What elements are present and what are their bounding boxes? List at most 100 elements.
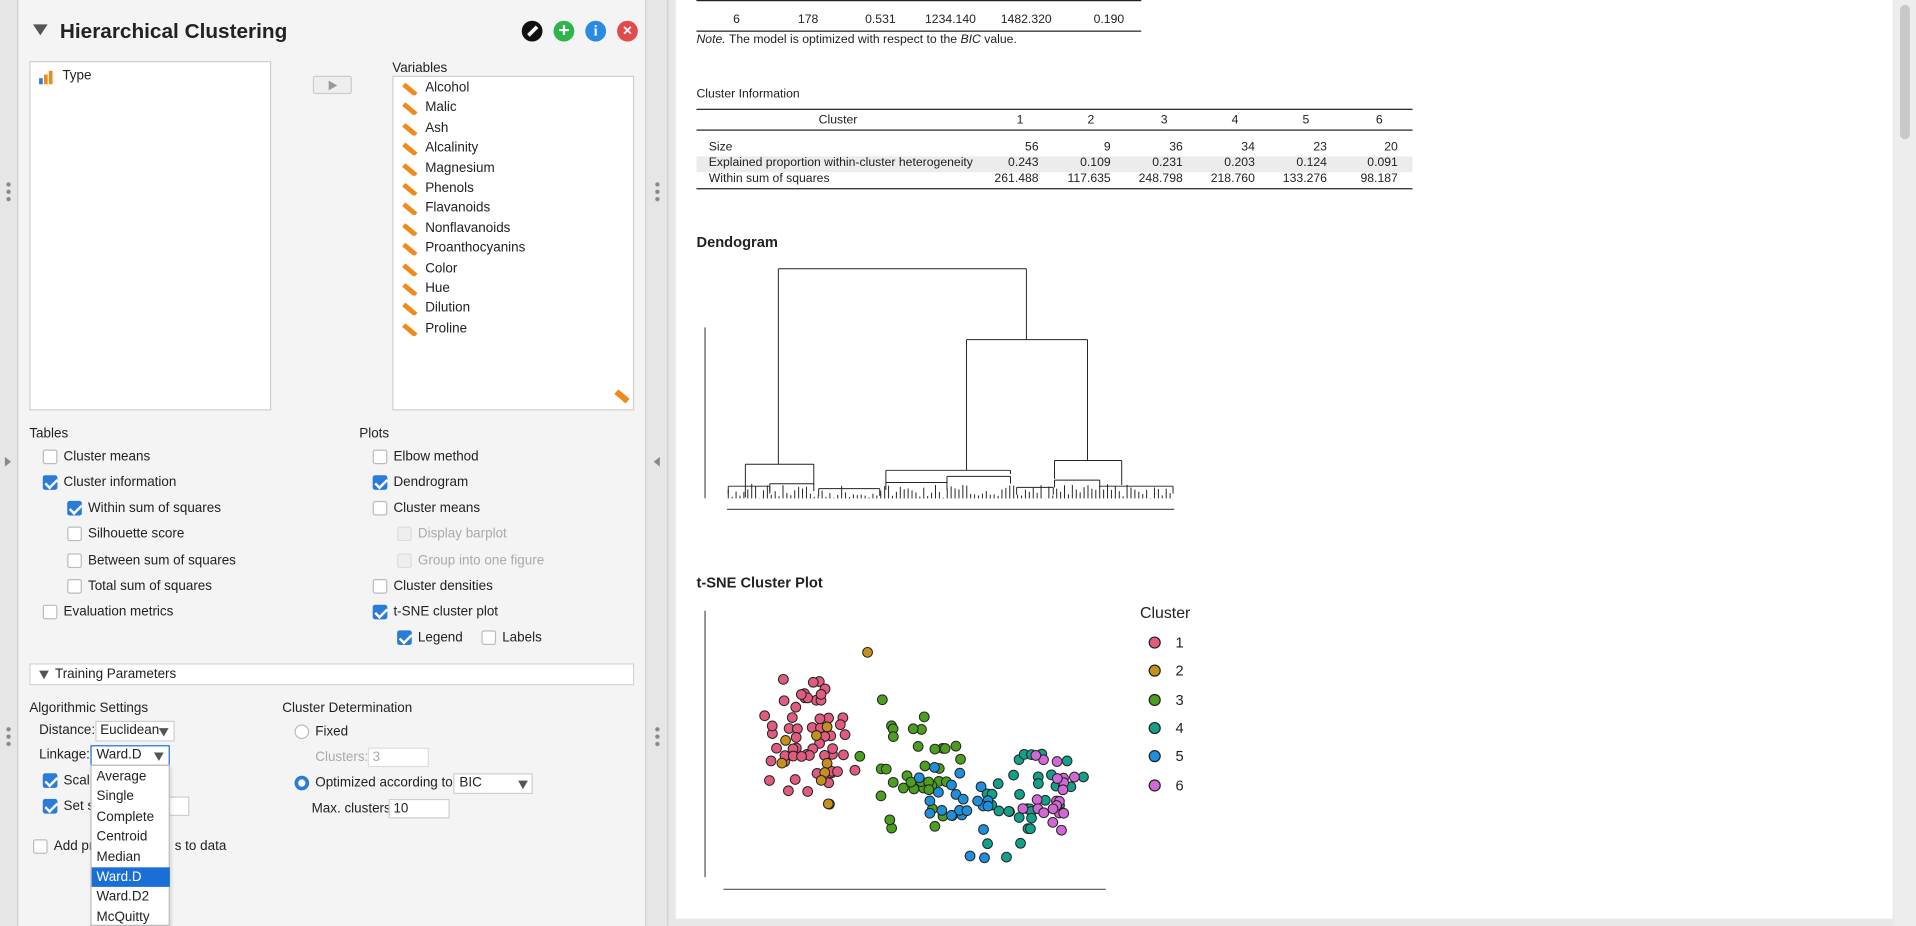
linkage-options-popup[interactable]: Average Single Complete Centroid Median Ward.…	[90, 764, 170, 926]
set-seed-checkbox[interactable]	[42, 798, 58, 814]
between-ss-checkbox[interactable]	[67, 553, 82, 569]
left-gutter[interactable]	[0, 0, 19, 926]
variable-item[interactable]: Dilution	[401, 300, 621, 320]
linkage-option[interactable]: Average	[96, 769, 147, 785]
assigned-variables-list[interactable]	[392, 75, 635, 411]
table-cell: 248.798	[1138, 172, 1183, 186]
tsne-point	[1047, 803, 1059, 815]
evaluation-metrics-label[interactable]: Evaluation metrics	[63, 604, 174, 620]
add-predictions-label-right[interactable]: s to data	[174, 839, 227, 854]
linkage-option[interactable]: Ward.D2	[96, 889, 150, 905]
tsne-plot-label[interactable]: t-SNE cluster plot	[393, 604, 499, 620]
distance-dropdown[interactable]: Euclidean	[95, 720, 175, 742]
variable-item[interactable]: Phenols	[401, 180, 621, 200]
seed-input[interactable]	[166, 796, 190, 817]
variable-item[interactable]: Magnesium	[401, 160, 621, 180]
tsne-point	[1015, 837, 1026, 849]
variable-item[interactable]: Proanthocyanins	[401, 240, 621, 260]
add-predictions-checkbox[interactable]	[32, 839, 48, 854]
variable-item[interactable]: Nonflavanoids	[401, 220, 621, 240]
cluster-means-table-label[interactable]: Cluster means	[63, 449, 151, 465]
dendrogram-checkbox[interactable]	[372, 475, 388, 490]
collapse-arrow-icon[interactable]	[32, 24, 48, 36]
variable-item[interactable]: Proline	[401, 320, 621, 340]
scrollbar-thumb[interactable]	[1900, 4, 1910, 140]
note-em: BIC	[960, 32, 981, 47]
tsne-plot-checkbox[interactable]	[372, 604, 388, 620]
scale-variables-checkbox[interactable]	[42, 773, 58, 788]
collapse-left-icon[interactable]	[653, 456, 660, 467]
elbow-method-checkbox[interactable]	[372, 449, 388, 465]
available-variables-list[interactable]: Type	[29, 61, 272, 411]
table-cell: 0.231	[1152, 156, 1183, 170]
variable-item[interactable]: Hue	[401, 280, 621, 300]
variable-item[interactable]: Alcohol	[401, 79, 621, 99]
legend-label[interactable]: Legend	[417, 630, 463, 646]
labels-checkbox[interactable]	[481, 630, 497, 646]
cluster-densities-checkbox[interactable]	[372, 579, 388, 594]
tsne-point	[821, 721, 833, 733]
middle-splitter[interactable]	[646, 0, 669, 926]
criterion-dropdown[interactable]: BIC	[453, 773, 533, 795]
within-ss-checkbox[interactable]	[67, 500, 82, 516]
analysis-title[interactable]: Hierarchical Clustering	[59, 19, 288, 43]
scale-variables-label[interactable]: Scal	[63, 773, 90, 788]
variable-item[interactable]: Alcalinity	[401, 139, 621, 159]
cluster-means-plot-checkbox[interactable]	[372, 500, 388, 516]
variable-label: Nonflavanoids	[425, 220, 511, 236]
close-icon[interactable]: ×	[617, 20, 638, 42]
move-variable-button[interactable]	[312, 75, 352, 95]
evaluation-metrics-checkbox[interactable]	[42, 604, 58, 620]
fixed-radio[interactable]	[294, 724, 310, 740]
linkage-option[interactable]: Median	[96, 849, 141, 865]
tsne-point	[1008, 769, 1019, 781]
variable-item[interactable]: Ash	[401, 119, 621, 139]
cluster-means-table-checkbox[interactable]	[42, 449, 58, 465]
expand-left-icon[interactable]	[4, 456, 11, 467]
cluster-information-checkbox[interactable]	[42, 475, 58, 490]
max-clusters-input[interactable]: 10	[388, 798, 450, 819]
within-ss-label[interactable]: Within sum of squares	[87, 500, 221, 516]
linkage-option[interactable]: McQuitty	[96, 909, 150, 925]
drag-handle-icon[interactable]	[654, 180, 660, 203]
silhouette-checkbox[interactable]	[67, 526, 82, 542]
variable-item-type[interactable]: Type	[62, 68, 92, 84]
tsne-point	[975, 781, 987, 793]
legend-checkbox[interactable]	[397, 630, 412, 646]
linkage-option[interactable]: Complete	[96, 809, 155, 825]
silhouette-label[interactable]: Silhouette score	[87, 526, 185, 542]
drag-handle-icon[interactable]	[6, 725, 11, 748]
variable-item[interactable]: Color	[401, 260, 621, 280]
dendrogram-label[interactable]: Dendrogram	[393, 475, 469, 490]
labels-label[interactable]: Labels	[502, 630, 542, 646]
linkage-option[interactable]: Single	[96, 789, 134, 805]
total-ss-label[interactable]: Total sum of squares	[87, 579, 212, 594]
elbow-method-label[interactable]: Elbow method	[393, 449, 479, 465]
drag-handle-icon[interactable]	[654, 725, 660, 748]
linkage-option[interactable]: Ward.D	[91, 867, 170, 887]
results-scrollbar[interactable]	[1893, 0, 1916, 926]
set-seed-label[interactable]: Set s	[63, 798, 95, 814]
cluster-information-label[interactable]: Cluster information	[63, 475, 177, 490]
cluster-densities-label[interactable]: Cluster densities	[393, 579, 493, 594]
optimized-radio[interactable]	[294, 775, 310, 791]
add-icon[interactable]: +	[553, 20, 575, 42]
max-clusters-label: Max. clusters:	[311, 801, 395, 817]
variable-item[interactable]: Malic	[401, 99, 621, 119]
variable-item[interactable]: Flavanoids	[401, 200, 621, 220]
linkage-option[interactable]: Centroid	[96, 829, 148, 845]
info-icon[interactable]: i	[585, 20, 607, 42]
drag-handle-icon[interactable]	[6, 180, 11, 203]
between-ss-label[interactable]: Between sum of squares	[87, 553, 236, 569]
total-ss-checkbox[interactable]	[67, 579, 82, 594]
edit-icon[interactable]	[521, 20, 543, 42]
optimized-label[interactable]: Optimized according to	[315, 775, 453, 791]
linkage-dropdown[interactable]: Ward.D	[90, 745, 170, 766]
training-parameters-header[interactable]: Training Parameters	[29, 663, 635, 686]
fixed-label[interactable]: Fixed	[315, 724, 349, 740]
tsne-point	[950, 740, 962, 752]
add-predictions-label-left[interactable]: Add pr	[53, 839, 94, 854]
cluster-means-plot-label[interactable]: Cluster means	[393, 500, 481, 516]
model-note: Note. The model is optimized with respec…	[696, 33, 1016, 46]
scale-ruler-icon	[401, 323, 418, 337]
